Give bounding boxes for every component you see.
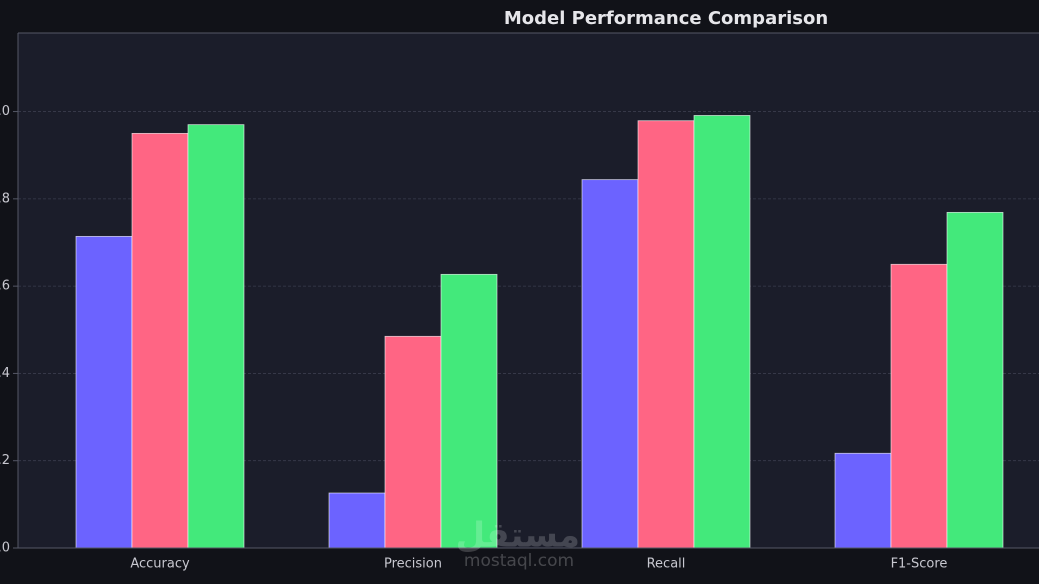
bar — [187, 124, 245, 549]
bar — [581, 179, 639, 549]
y-tick-label: 1.0 — [0, 104, 10, 119]
bar — [693, 115, 751, 549]
watermark: mostaql.com — [464, 551, 574, 571]
bar — [440, 273, 498, 549]
y-tick-label: 0.8 — [0, 191, 10, 206]
watermark-logo: مستقل — [456, 516, 580, 556]
bar — [328, 492, 386, 549]
chart-title: Model Performance Comparison — [504, 8, 828, 29]
x-tick-label: Recall — [647, 557, 686, 572]
bar — [75, 235, 133, 549]
x-tick-label: Precision — [384, 557, 442, 572]
bar — [384, 335, 442, 549]
x-tick-label: Accuracy — [130, 557, 190, 572]
bar — [946, 211, 1004, 549]
x-tick-label: F1-Score — [891, 557, 948, 572]
y-tick-label: 0.6 — [0, 279, 10, 294]
bar — [890, 263, 948, 549]
bar — [834, 452, 892, 549]
y-tick-label: 0.4 — [0, 366, 10, 381]
marks: 0.0 0.2 0.4 0.6 0.8 1.0 Accuracy Precision Recal… — [0, 104, 1039, 572]
y-tick-label: 0.0 — [0, 541, 10, 556]
y-tick-label: 0.2 — [0, 453, 10, 468]
bar — [131, 132, 189, 549]
bar — [637, 120, 695, 549]
